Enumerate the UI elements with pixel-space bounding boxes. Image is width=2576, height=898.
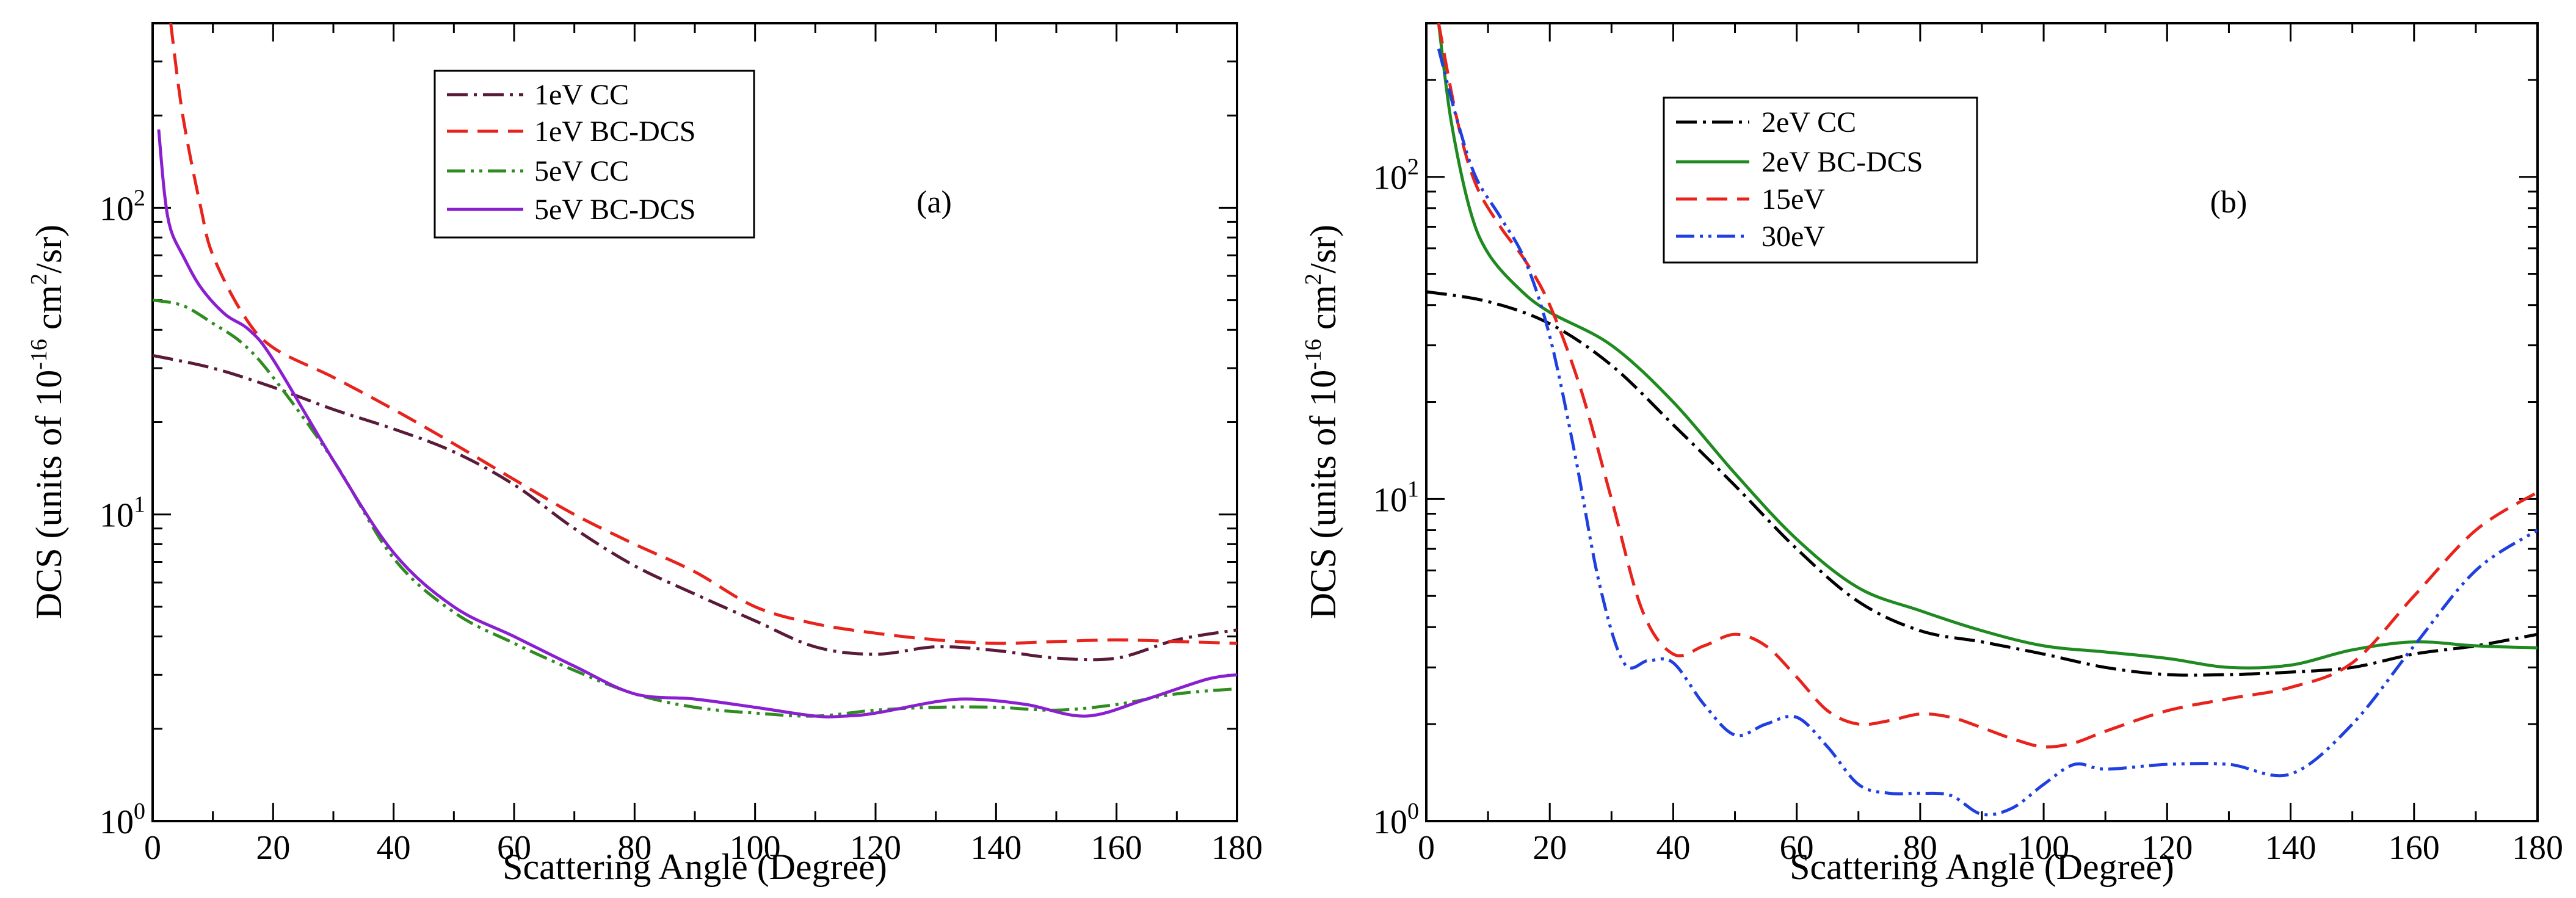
- legend-item: 5eV CC: [447, 155, 629, 187]
- y-tick-label: 102: [1373, 154, 1419, 197]
- legend-item: 15eV: [1676, 183, 1825, 215]
- x-axis-title: Scattering Angle (Degree): [503, 847, 887, 887]
- legend-label: 1eV CC: [534, 79, 629, 111]
- legend-label: 2eV CC: [1761, 106, 1856, 139]
- series-line-5ev-cc: [153, 299, 1237, 718]
- legend-item: 1eV CC: [447, 79, 629, 111]
- data-lines: [1426, 23, 2538, 817]
- x-tick-label: 40: [1656, 829, 1690, 867]
- panel-label: (b): [2210, 185, 2248, 220]
- panel-b: 0 20 40 60 80 100 120 140 160 180 100 101 102 Scatte…: [1301, 22, 2563, 887]
- x-tick-label: 100: [730, 829, 781, 867]
- x-tick-label: 100: [2018, 829, 2069, 867]
- x-tick-label: 180: [2512, 829, 2563, 867]
- axis-ticks: 0 20 40 60 80 100 120 140 160 180 100 101 102: [1373, 22, 2563, 867]
- x-tick-label: 20: [256, 829, 290, 867]
- legend-item: 1eV BC-DCS: [447, 115, 696, 148]
- panel-label: (a): [916, 185, 952, 220]
- legend-label: 2eV BC-DCS: [1761, 146, 1923, 178]
- legend-item: 2eV BC-DCS: [1676, 146, 1923, 178]
- y-tick-label: 101: [1373, 476, 1419, 519]
- y-axis-title: DCS (units of 10-16 cm2/sr): [1301, 225, 1343, 619]
- x-tick-label: 20: [1533, 829, 1567, 867]
- x-tick-label: 40: [377, 829, 411, 867]
- y-tick-label: 102: [100, 185, 145, 228]
- x-tick-label: 140: [2265, 829, 2317, 867]
- axis-ticks: 0 20 40 60 80 100 120 140 160 180 100 101 102: [100, 22, 1263, 867]
- legend-label: 30eV: [1761, 220, 1825, 253]
- legend-item: 5eV BC-DCS: [447, 194, 696, 226]
- legend-label: 5eV CC: [534, 155, 629, 187]
- x-tick-label: 80: [1903, 829, 1937, 867]
- x-tick-label: 80: [617, 829, 651, 867]
- legend-label: 15eV: [1761, 183, 1825, 215]
- x-tick-label: 140: [970, 829, 1021, 867]
- x-tick-label: 120: [2141, 829, 2193, 867]
- x-tick-label: 160: [1091, 829, 1142, 867]
- x-tick-label: 60: [497, 829, 531, 867]
- series-line-15ev: [1437, 23, 2538, 749]
- y-axis-title: DCS (units of 10-16 cm2/sr): [26, 225, 69, 619]
- series-line-30ev: [1437, 48, 2538, 817]
- x-axis-title: Scattering Angle (Degree): [1790, 847, 2174, 887]
- series-line-5ev-bc-dcs: [157, 129, 1237, 719]
- y-tick-label: 100: [100, 798, 145, 841]
- legend: 2eV CC 2eV BC-DCS 15eV 30eV: [1663, 96, 1978, 264]
- series-line-2ev-bc-dcs: [1437, 23, 2538, 670]
- legend-box: [1663, 96, 1978, 264]
- series-line-1ev-bc-dcs: [169, 23, 1237, 645]
- x-tick-label: 160: [2389, 829, 2440, 867]
- data-lines: [153, 23, 1237, 719]
- x-tick-label: 0: [144, 829, 161, 867]
- y-tick-label: 101: [100, 492, 145, 535]
- legend-item: 2eV CC: [1676, 106, 1856, 139]
- y-tick-label: 100: [1373, 798, 1419, 841]
- x-tick-label: 0: [1418, 829, 1435, 867]
- legend-item: 30eV: [1676, 220, 1825, 253]
- x-tick-label: 120: [850, 829, 901, 867]
- legend-label: 5eV BC-DCS: [534, 194, 696, 226]
- panel-a: 0 20 40 60 80 100 120 140 160 180 100 101 102 Scatte…: [26, 22, 1263, 887]
- x-tick-label: 180: [1211, 829, 1263, 867]
- legend: 1eV CC 1eV BC-DCS 5eV CC 5eV BC-DCS: [434, 70, 755, 239]
- x-tick-label: 60: [1780, 829, 1814, 867]
- legend-label: 1eV BC-DCS: [534, 115, 696, 148]
- series-line-2ev-cc: [1426, 290, 2538, 677]
- series-line-1ev-cc: [153, 353, 1237, 662]
